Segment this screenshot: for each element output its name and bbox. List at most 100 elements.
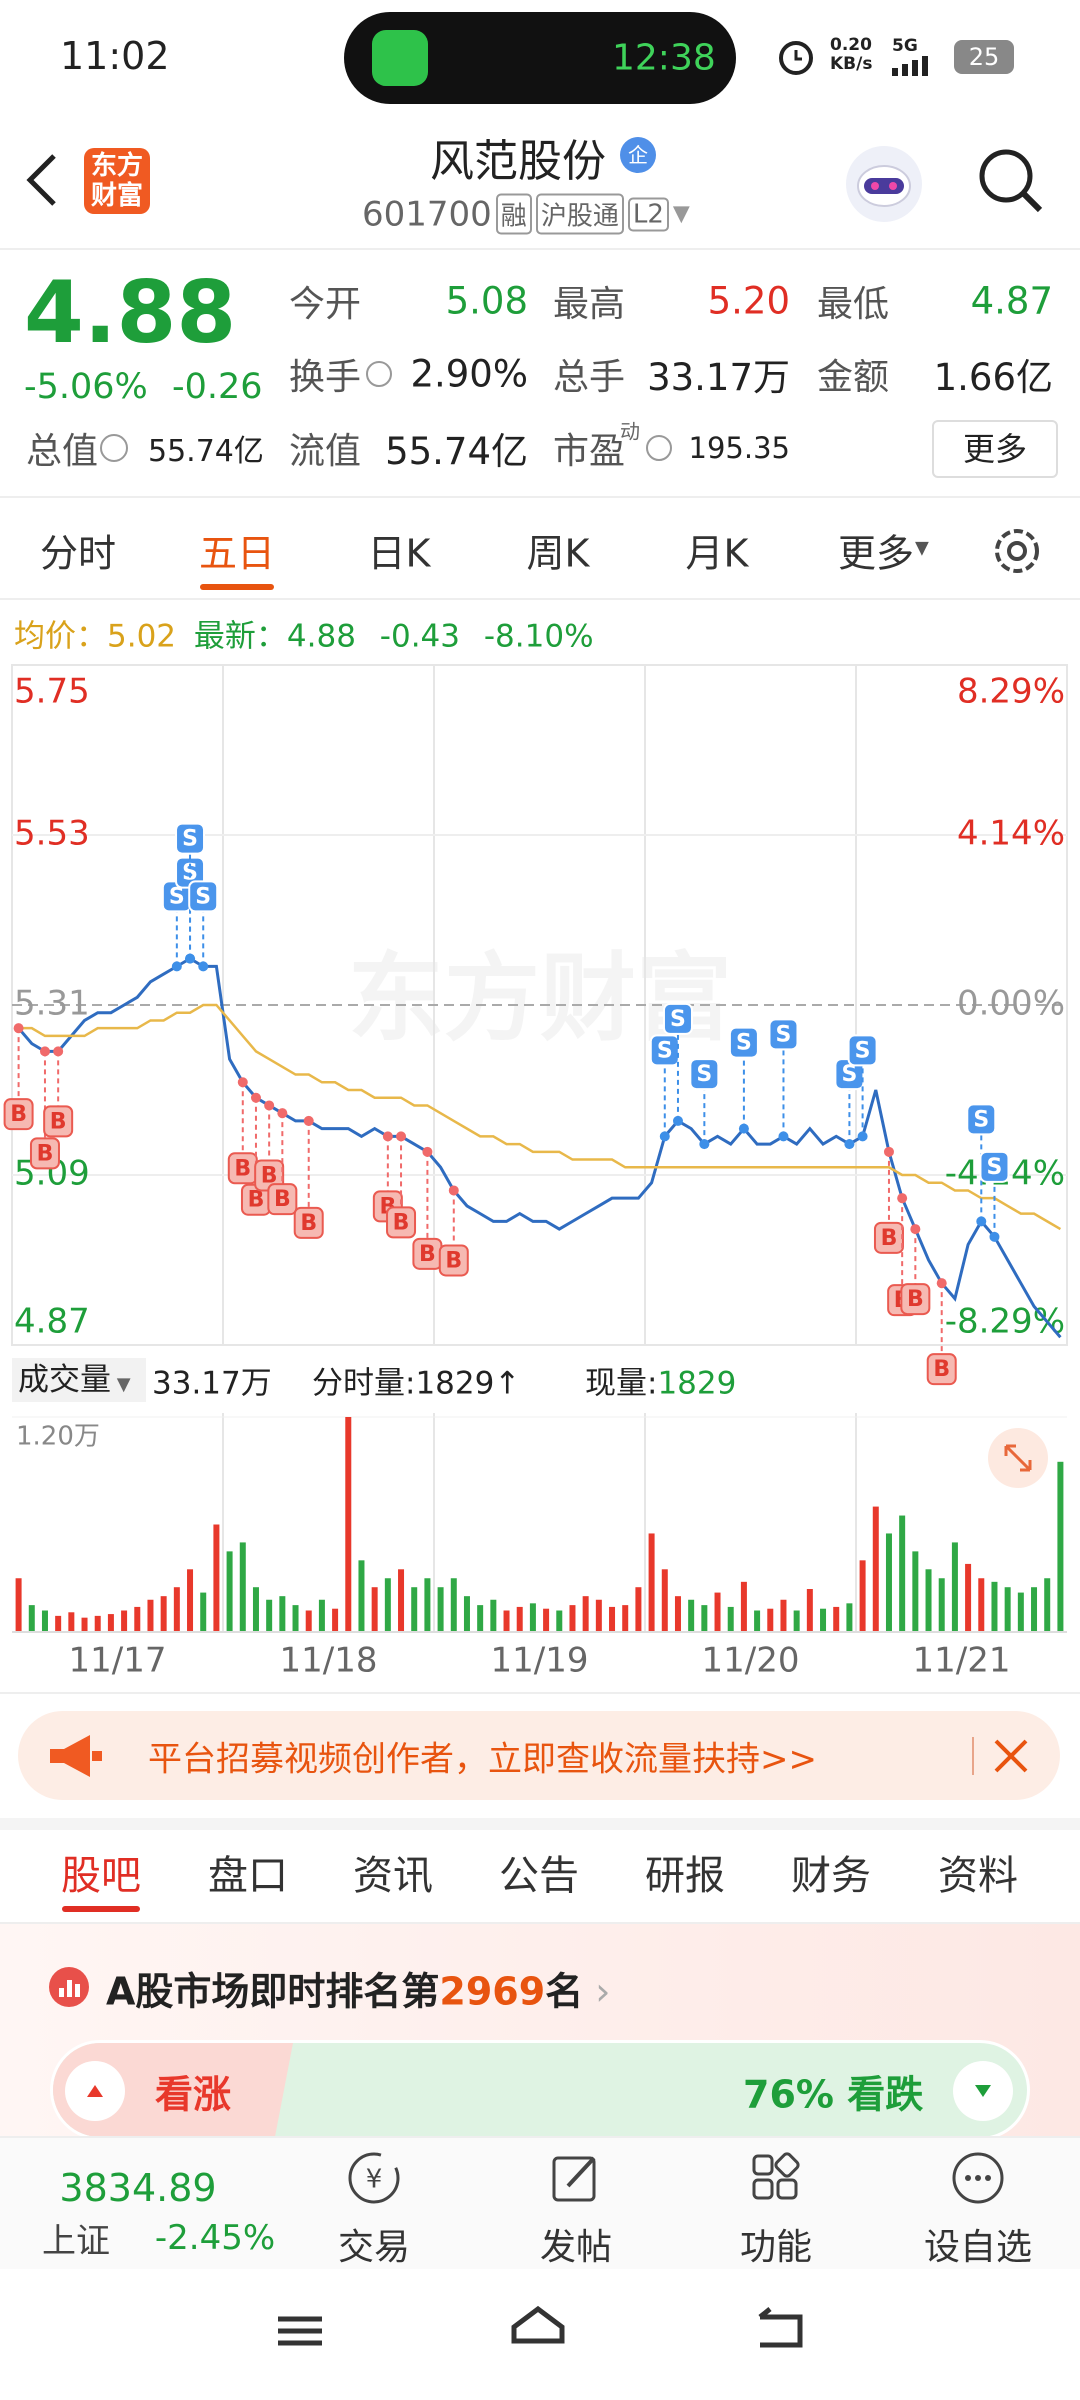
volume-bar <box>793 1610 800 1632</box>
nav-item[interactable]: 设自选 <box>923 2227 1033 2268</box>
marker-dot <box>897 1193 908 1204</box>
period-tab[interactable]: 月K <box>685 531 749 576</box>
banner-separator <box>972 1737 974 1775</box>
period-tab[interactable]: 分时 <box>39 531 117 576</box>
volume-bar <box>582 1596 589 1632</box>
volume-bar <box>187 1569 194 1632</box>
trade-marker-label: B <box>37 1141 54 1166</box>
volume-bar <box>371 1587 378 1632</box>
stat-value: 5.08 <box>445 279 528 323</box>
info-icon[interactable] <box>366 361 392 387</box>
period-tab[interactable]: 更多 <box>837 531 915 576</box>
marker-dot <box>883 1146 894 1157</box>
section-tab[interactable]: 盘口 <box>208 1853 288 1899</box>
robot-avatar[interactable] <box>842 142 926 226</box>
y2-tick-label: 0.00% <box>957 984 1065 1024</box>
trade-marker-label: B <box>248 1188 265 1213</box>
net-speed: 0.20 KB/s <box>830 36 872 74</box>
net-speed-value: 0.20 <box>830 35 872 55</box>
more-button[interactable]: 更多 <box>932 420 1058 478</box>
trade-marker <box>3 1098 34 1131</box>
marker-dot <box>277 1108 288 1119</box>
close-button[interactable] <box>992 1737 1030 1775</box>
section-tab[interactable]: 公告 <box>499 1853 579 1899</box>
trade-marker-label: B <box>274 1187 291 1212</box>
volume-bar <box>437 1587 444 1632</box>
home-button[interactable] <box>511 2305 565 2344</box>
trade-marker <box>728 1026 759 1059</box>
chart: 东方财富 5.755.535.315.094.878.29%4.14%0.00%… <box>3 664 1068 1681</box>
section-tab[interactable]: 股吧 <box>61 1853 141 1899</box>
trade-marker-label: B <box>393 1210 410 1235</box>
volume-bar <box>1044 1578 1051 1632</box>
expand-button[interactable] <box>988 1428 1048 1488</box>
call-pill[interactable]: 12:38 <box>344 12 736 104</box>
volume-bar <box>1031 1587 1038 1632</box>
volume-bar <box>28 1605 35 1632</box>
ranking-value: 2969 <box>439 1969 546 2014</box>
volume-bar <box>358 1560 365 1632</box>
nav-item[interactable]: 交易 <box>337 2227 411 2268</box>
dropdown-arrow[interactable]: ▼ <box>672 201 690 227</box>
nav-item[interactable]: 发帖 <box>539 2227 613 2268</box>
tab-underline <box>200 584 274 590</box>
down-pct: 76% <box>743 2072 834 2117</box>
back-nav-button[interactable] <box>758 2307 803 2348</box>
up-label: 看涨 <box>155 2072 232 2117</box>
trade-marker-label: S <box>195 884 211 909</box>
volume-bar <box>266 1599 273 1632</box>
marker-dot <box>396 1131 407 1142</box>
period-tab[interactable]: 周K <box>526 531 590 576</box>
section-tab[interactable]: 资料 <box>938 1853 1018 1899</box>
ranking-text[interactable]: A股市场即时排名第2969名 › <box>106 1969 611 2014</box>
volume-bar <box>305 1610 312 1632</box>
net-speed-unit: KB/s <box>830 54 873 74</box>
info-icon[interactable] <box>646 435 672 461</box>
section-tab[interactable]: 研报 <box>645 1853 725 1899</box>
nav-item[interactable]: 功能 <box>739 2227 813 2268</box>
trade-marker <box>438 1244 469 1277</box>
chart-info: 均价：5.02 最新：4.88 -0.43 -8.10% <box>14 611 594 656</box>
dropdown-arrow[interactable]: ▼ <box>915 537 929 559</box>
stat-label: 今开 <box>289 284 362 325</box>
system-nav <box>278 2305 803 2348</box>
marker-dot <box>198 961 209 972</box>
volume-bar <box>411 1587 418 1632</box>
volume-selector[interactable]: 成交量 ▼ <box>12 1358 146 1402</box>
call-icon <box>372 30 428 86</box>
period-tab[interactable]: 日K <box>367 531 431 576</box>
volume-bar <box>332 1608 339 1632</box>
volume-bar <box>424 1578 431 1632</box>
banner[interactable]: 平台招募视频创作者，立即查收流量扶持>> <box>18 1711 1060 1800</box>
marker-dot <box>382 1131 393 1142</box>
up-button[interactable] <box>65 2061 125 2121</box>
volume-bar <box>160 1596 167 1632</box>
marker-dot <box>422 1146 433 1157</box>
section-tab[interactable]: 资讯 <box>353 1853 433 1899</box>
back-button[interactable] <box>22 150 62 210</box>
volume-bar <box>463 1596 470 1632</box>
app-logo[interactable]: 东方财富 <box>84 148 150 214</box>
trade-marker-label: S <box>855 1038 871 1063</box>
period-tab[interactable]: 五日 <box>198 531 276 576</box>
tag: L2 <box>627 197 669 231</box>
index-value[interactable]: 3834.89 <box>59 2166 217 2210</box>
trade-marker <box>966 1103 997 1136</box>
total-value-label: 总值 <box>26 431 99 472</box>
ranking-icon <box>49 1967 89 2007</box>
volume-bar <box>94 1615 101 1632</box>
latest-change: -0.43 <box>379 618 460 655</box>
info-icon[interactable] <box>100 434 128 462</box>
search-button[interactable] <box>976 146 1046 216</box>
settings-button[interactable] <box>990 524 1044 578</box>
menu-button[interactable] <box>278 2316 322 2346</box>
y2-tick-label: 4.14% <box>957 814 1065 854</box>
section-tab[interactable]: 财务 <box>791 1853 871 1899</box>
volume-bar <box>754 1610 761 1632</box>
index-change: -2.45% <box>154 2218 276 2258</box>
trade-marker <box>649 1034 680 1067</box>
volume-bar <box>41 1610 48 1632</box>
marker-dot <box>448 1185 459 1196</box>
down-button[interactable] <box>953 2061 1013 2121</box>
